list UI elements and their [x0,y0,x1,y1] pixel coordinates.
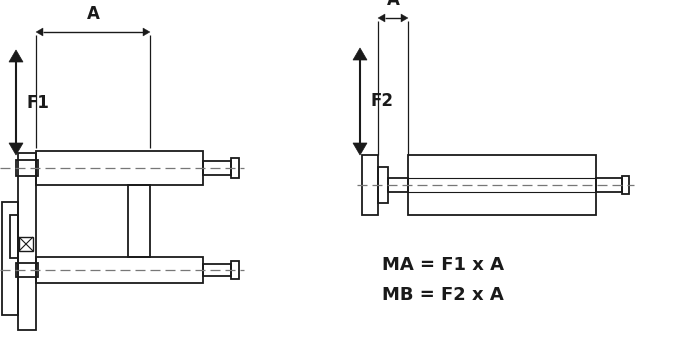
Bar [2,202,18,315]
Bar [378,167,388,203]
Bar [388,178,408,192]
Bar [36,257,203,283]
Bar [128,185,150,257]
Bar [10,215,18,258]
Text: MA = F1 x A: MA = F1 x A [382,256,504,274]
Polygon shape [378,14,385,22]
Text: A: A [387,0,399,9]
Bar [203,264,231,276]
Polygon shape [353,48,367,60]
Polygon shape [143,28,150,36]
Bar [19,237,33,251]
Text: MB = F2 x A: MB = F2 x A [382,286,504,304]
Text: F2: F2 [370,92,393,110]
Bar [18,153,36,330]
Bar [231,158,239,178]
Bar [362,155,378,215]
Bar [36,151,203,185]
Bar [203,161,231,175]
Polygon shape [9,50,23,62]
Polygon shape [36,28,43,36]
Polygon shape [401,14,408,22]
Bar [231,261,239,279]
Bar [622,176,629,194]
Text: A: A [87,5,99,23]
Text: F1: F1 [26,93,49,111]
Bar [408,155,596,215]
Polygon shape [353,143,367,155]
Bar [596,178,622,192]
Bar [16,160,38,176]
Bar [16,263,38,277]
Polygon shape [9,143,23,155]
